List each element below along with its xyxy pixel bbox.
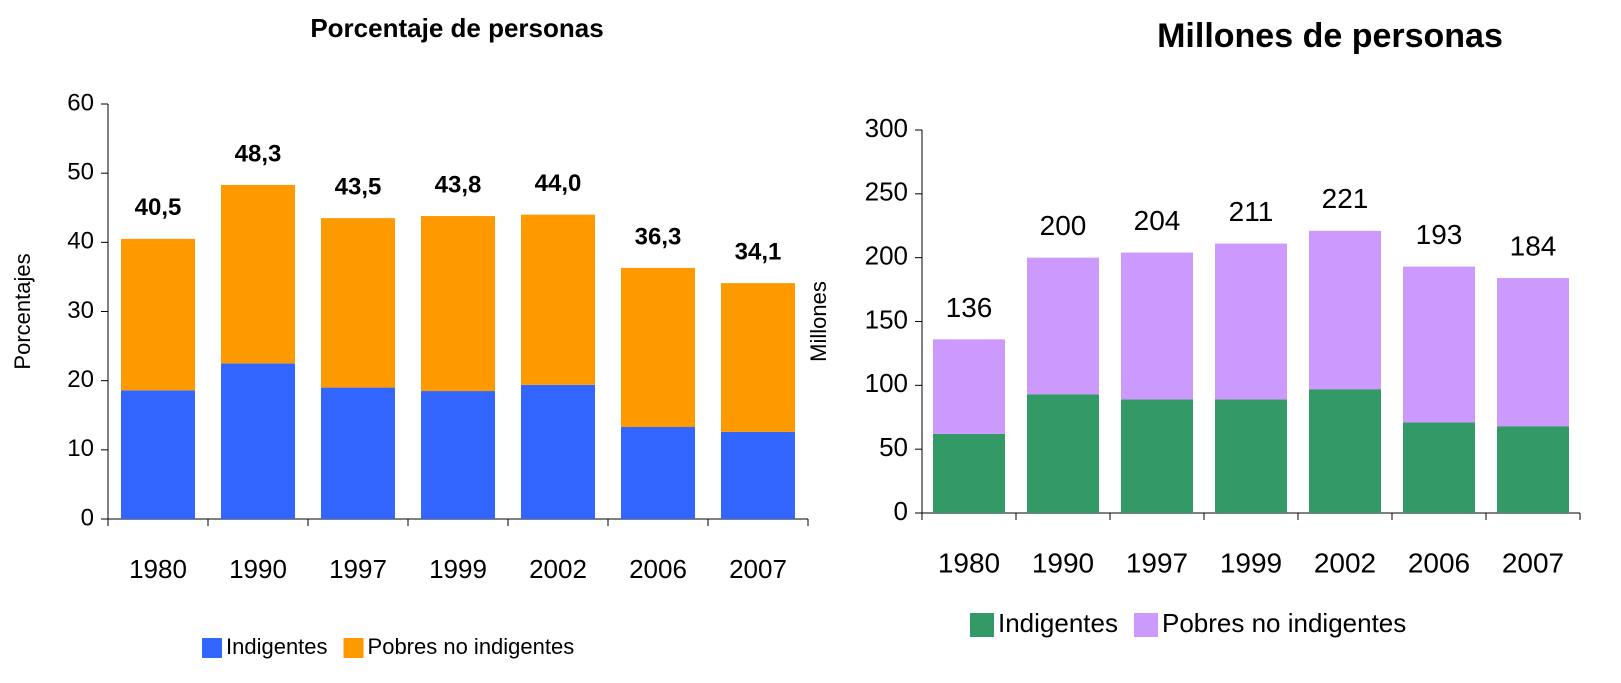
bar-segment	[721, 283, 795, 432]
y-tick-label: 30	[67, 297, 94, 324]
bar-segment	[933, 339, 1005, 434]
x-tick-label: 1997	[1126, 547, 1188, 578]
bar-segment	[121, 390, 195, 519]
bar-segment	[1497, 426, 1569, 513]
legend-label: Indigentes	[998, 608, 1118, 638]
y-tick-label: 50	[67, 159, 94, 186]
bar-segment	[421, 216, 495, 392]
x-tick-label: 1990	[1032, 547, 1094, 578]
total-label: 200	[1040, 210, 1087, 241]
x-tick-label: 2007	[1502, 547, 1564, 578]
y-tick-label: 60	[67, 89, 94, 116]
total-label: 48,3	[235, 140, 282, 167]
total-label: 40,5	[135, 194, 182, 221]
bar-segment	[321, 218, 395, 388]
total-label: 36,3	[635, 223, 682, 250]
y-tick-label: 0	[894, 496, 908, 526]
bar-segment	[221, 363, 295, 519]
chart-title: Millones de personas	[1157, 17, 1503, 55]
total-label: 204	[1134, 205, 1181, 236]
legend-label: Pobres no indigentes	[1162, 608, 1406, 638]
total-label: 221	[1322, 183, 1369, 214]
legend-label: Indigentes	[226, 634, 328, 659]
y-tick-label: 150	[865, 304, 908, 334]
bar-segment	[1497, 278, 1569, 427]
y-tick-label: 100	[865, 368, 908, 398]
bar-segment	[1215, 243, 1287, 400]
y-tick-label: 300	[865, 113, 908, 143]
x-tick-label: 1999	[429, 554, 487, 584]
total-label: 184	[1510, 230, 1557, 261]
bar-segment	[621, 427, 695, 519]
y-tick-label: 50	[879, 432, 908, 462]
bar-segment	[1121, 252, 1193, 400]
legend-swatch	[202, 638, 222, 658]
total-label: 34,1	[735, 238, 782, 265]
x-tick-label: 1990	[229, 554, 287, 584]
total-label: 211	[1229, 196, 1274, 227]
bar-segment	[121, 238, 195, 391]
bar-segment	[1309, 230, 1381, 390]
bar-segment	[1121, 399, 1193, 513]
y-tick-label: 40	[67, 228, 94, 255]
y-axis-label: Millones	[806, 281, 831, 362]
y-tick-label: 10	[67, 435, 94, 462]
total-label: 43,8	[435, 171, 482, 198]
legend-swatch	[343, 638, 364, 658]
bar-segment	[1027, 257, 1099, 395]
legend-swatch	[1133, 613, 1158, 637]
x-tick-label: 2007	[729, 554, 787, 584]
x-tick-label: 1980	[129, 554, 187, 584]
bar-segment	[521, 214, 595, 385]
y-axis-label: Porcentajes	[10, 253, 35, 369]
bar-segment	[1215, 399, 1287, 513]
bar-segment	[1403, 266, 1475, 423]
bar-segment	[321, 387, 395, 519]
bar-segment	[1309, 389, 1381, 513]
x-tick-label: 2002	[529, 554, 587, 584]
bar-segment	[1027, 394, 1099, 513]
total-label: 44,0	[535, 170, 582, 197]
bar-segment	[621, 267, 695, 428]
chart-title: Porcentaje de personas	[310, 13, 603, 43]
bar-segment	[221, 184, 295, 364]
y-tick-label: 250	[865, 177, 908, 207]
y-tick-label: 0	[81, 504, 94, 531]
total-label: 43,5	[335, 173, 382, 200]
x-tick-label: 2002	[1314, 547, 1376, 578]
y-tick-label: 20	[67, 366, 94, 393]
x-tick-label: 1997	[329, 554, 387, 584]
legend-label: Pobres no indigentes	[368, 634, 575, 659]
x-tick-label: 1999	[1220, 547, 1282, 578]
x-tick-label: 1980	[938, 547, 1000, 578]
total-label: 193	[1416, 219, 1463, 250]
y-tick-label: 200	[865, 241, 908, 271]
x-tick-label: 2006	[1408, 547, 1470, 578]
bar-segment	[721, 431, 795, 519]
legend-swatch	[970, 613, 994, 637]
total-label: 136	[946, 292, 993, 323]
bar-segment	[933, 433, 1005, 513]
x-tick-label: 2006	[629, 554, 687, 584]
bar-segment	[1403, 422, 1475, 513]
bar-segment	[421, 391, 495, 519]
bar-segment	[521, 384, 595, 519]
